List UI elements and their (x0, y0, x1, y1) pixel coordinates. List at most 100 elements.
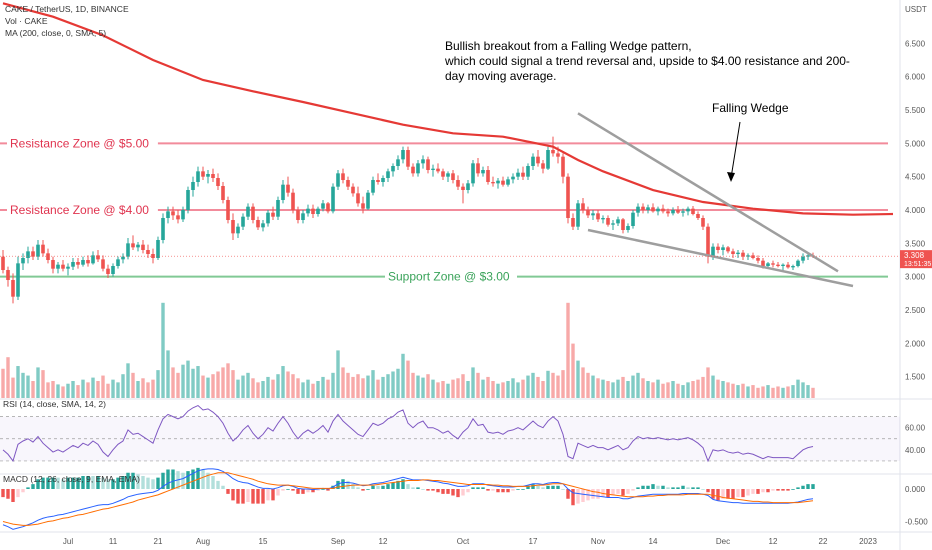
macd-histogram-bar (476, 487, 480, 489)
level-label-bg (7, 201, 158, 219)
macd-histogram-bar (686, 487, 690, 489)
volume-bar (526, 375, 530, 398)
time-tick-label: 21 (154, 537, 163, 546)
candle-body (671, 210, 675, 214)
candle-body (566, 176, 570, 219)
candle-body (196, 171, 200, 183)
macd-histogram-bar (761, 489, 765, 493)
macd-histogram-bar (666, 487, 670, 489)
candle-body (396, 159, 400, 167)
candle-body (581, 203, 585, 211)
volume-bar (191, 368, 195, 398)
volume-bar (221, 367, 225, 398)
macd-histogram-bar (271, 489, 275, 501)
time-tick-label: 12 (379, 537, 388, 546)
volume-bar (51, 381, 55, 398)
ma-legend[interactable]: MA (200, close, 0, SMA, 5) (5, 28, 106, 38)
macd-histogram-bar (806, 484, 810, 489)
candle-body (421, 159, 425, 164)
candle-body (251, 206, 255, 221)
volume-bar (26, 375, 30, 398)
macd-histogram-bar (286, 489, 290, 490)
candle-body (281, 184, 285, 201)
macd-histogram-bar (216, 480, 220, 489)
macd-histogram-bar (106, 479, 110, 489)
macd-histogram-bar (341, 479, 345, 489)
volume-bar (706, 367, 710, 398)
volume-bar (346, 372, 350, 398)
volume-bar (321, 376, 325, 398)
price-tick-label: 5.500 (905, 106, 926, 115)
candle-body (701, 218, 705, 227)
macd-histogram-bar (721, 489, 725, 499)
volume-bar (761, 386, 765, 398)
macd-histogram-bar (496, 489, 500, 493)
symbol-legend[interactable]: CAKE / TetherUS, 1D, BINANCE (5, 4, 129, 14)
macd-histogram-bar (726, 489, 730, 499)
annotation-line-2: which could signal a trend reversal and,… (444, 54, 850, 68)
macd-histogram-bar (741, 489, 745, 498)
macd-histogram-bar (306, 489, 310, 493)
macd-histogram-bar (531, 484, 535, 489)
macd-legend[interactable]: MACD (12, 26, close, 9, EMA, EMA) (3, 474, 140, 484)
candle-body (141, 244, 145, 251)
volume-bar (166, 350, 170, 398)
volume-bar (336, 350, 340, 398)
candle-body (591, 213, 595, 216)
candle-body (366, 192, 370, 209)
volume-bar (366, 375, 370, 398)
candle-body (381, 178, 385, 183)
candle-body (556, 153, 560, 157)
macd-histogram-bar (701, 489, 705, 490)
macd-histogram-bar (636, 487, 640, 489)
ma200-line (2, 2, 894, 216)
candle-body (126, 243, 130, 257)
candle-body (171, 211, 175, 216)
volume-bar (41, 370, 45, 398)
macd-histogram-bar (581, 489, 585, 502)
macd-histogram-bar (111, 479, 115, 489)
macd-pane: 0.000 -0.500 (1, 467, 928, 530)
volume-bar (316, 381, 320, 398)
candle-body (486, 170, 490, 183)
macd-histogram-bar (411, 487, 415, 489)
volume-bar (376, 379, 380, 398)
candle-body (771, 263, 775, 265)
time-tick-label: 14 (649, 537, 658, 546)
macd-histogram-bar (256, 489, 260, 504)
candle-body (101, 259, 105, 269)
macd-histogram-bar (546, 485, 550, 489)
candle-body (506, 179, 510, 185)
candle-body (106, 268, 110, 275)
volume-bar (16, 366, 20, 398)
macd-histogram-bar (746, 489, 750, 496)
volume-bar (276, 374, 280, 398)
volume-bar (61, 386, 65, 398)
macd-histogram-bar (311, 489, 315, 493)
volume-bar (126, 363, 130, 398)
candle-body (776, 264, 780, 267)
candle-body (401, 150, 405, 160)
macd-histogram-bar (421, 489, 425, 490)
volume-bar (711, 375, 715, 398)
candle-body (51, 260, 55, 269)
macd-histogram-bar (146, 477, 150, 489)
macd-histogram-bar (401, 479, 405, 489)
candle-body (246, 206, 250, 217)
candle-body (211, 174, 215, 179)
macd-histogram-bar (576, 489, 580, 504)
volume-legend[interactable]: Vol · CAKE (5, 16, 48, 26)
last-price-value: 3.308 (904, 251, 925, 260)
candle-body (706, 226, 710, 257)
macd-histogram-bar (101, 477, 105, 489)
macd-histogram-bar (441, 489, 445, 494)
candle-body (666, 211, 670, 214)
price-tick-label: 6.500 (905, 39, 926, 48)
rsi-legend[interactable]: RSI (14, close, SMA, 14, 2) (3, 399, 106, 409)
volume-bar (461, 374, 465, 398)
macd-tick-label: -0.500 (905, 518, 928, 527)
macd-histogram-bar (51, 477, 55, 489)
volume-bar (606, 381, 610, 398)
candle-body (436, 168, 440, 172)
